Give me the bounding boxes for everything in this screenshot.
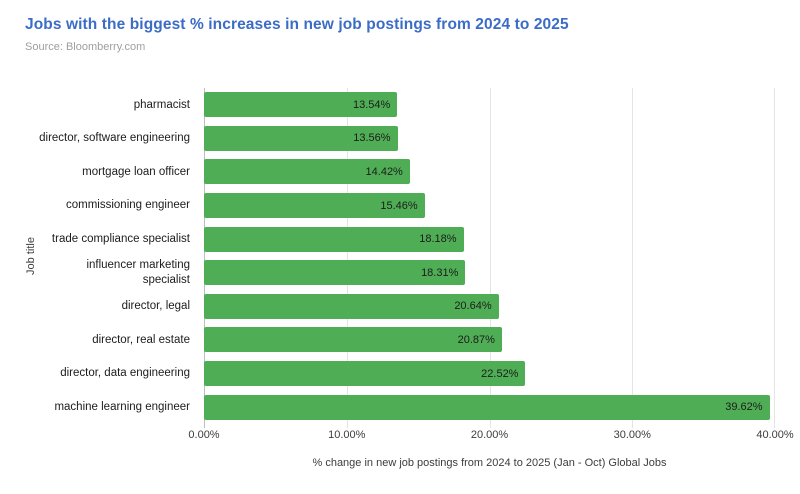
bar: 39.62% (204, 394, 770, 420)
category-label: director, data engineering (60, 367, 190, 380)
bar-value-label: 15.46% (380, 199, 418, 212)
bar-value-label: 13.56% (353, 132, 391, 145)
bar-value-label: 39.62% (725, 401, 763, 414)
bar-row: 15.46% (204, 189, 775, 223)
bar: 22.52% (204, 361, 526, 387)
chart-source: Source: Bloomberry.com (25, 41, 146, 53)
chart-title: Jobs with the biggest % increases in new… (25, 16, 569, 33)
bar-value-label: 18.18% (419, 233, 457, 246)
x-tick-label: 10.00% (328, 429, 366, 441)
bar: 13.54% (204, 92, 398, 118)
bar-value-label: 18.31% (421, 266, 459, 279)
x-axis-ticks: 0.00% 10.00% 20.00% 30.00% 40.00% (188, 429, 793, 443)
category-label: director, software engineering (39, 132, 190, 145)
bar-row: 18.18% (204, 222, 775, 256)
x-tick-label: 20.00% (470, 429, 509, 441)
bar: 20.87% (204, 327, 502, 353)
bar-value-label: 13.54% (352, 98, 391, 111)
x-axis-title: % change in new job postings from 2024 t… (312, 457, 667, 469)
bar-row: 14.42% (204, 155, 775, 189)
bar: 15.46% (204, 193, 425, 219)
bar-value-label: 20.64% (454, 300, 492, 313)
category-labels: pharmacist director, software engineering… (25, 88, 197, 424)
category-label: trade compliance specialist (51, 232, 190, 245)
category-label: mortgage loan officer (82, 165, 190, 178)
category-label: influencer marketing specialist (86, 259, 190, 286)
bar-value-label: 20.87% (457, 333, 495, 346)
bar-row: 13.54% (204, 88, 775, 122)
bar: 14.42% (204, 159, 410, 185)
bar-row: 13.56% (204, 122, 775, 156)
gridline (346, 88, 348, 428)
bar-rows: 13.54% 13.56% 14.42% 15.46% 18.18% 18.31% 20.6… (204, 88, 775, 424)
bar: 18.31% (204, 260, 466, 286)
category-label: pharmacist (133, 98, 190, 111)
bar-row: 20.87% (204, 323, 775, 357)
zero-axis-line (204, 88, 205, 428)
bar: 13.56% (204, 125, 398, 151)
bar-row: 22.52% (204, 357, 775, 391)
x-tick-label: 0.00% (188, 429, 220, 441)
gridline (774, 88, 775, 428)
bar-row: 39.62% (204, 390, 775, 424)
bar: 20.64% (204, 293, 499, 319)
bar-row: 20.64% (204, 290, 775, 324)
gridline (489, 88, 491, 428)
bar-value-label: 14.42% (365, 165, 403, 178)
bar-value-label: 22.52% (481, 367, 519, 380)
bar-row: 18.31% (204, 256, 775, 290)
plot-area: 13.54% 13.56% 14.42% 15.46% 18.18% 18.31% 20.6… (204, 88, 775, 428)
category-label: director, real estate (92, 333, 190, 346)
bar: 18.18% (204, 226, 464, 252)
x-tick-label: 40.00% (756, 429, 794, 441)
gridline (632, 88, 634, 428)
category-label: machine learning engineer (54, 400, 190, 413)
category-label: commissioning engineer (65, 199, 190, 212)
category-label: director, legal (121, 300, 190, 313)
x-tick-label: 30.00% (613, 429, 651, 441)
